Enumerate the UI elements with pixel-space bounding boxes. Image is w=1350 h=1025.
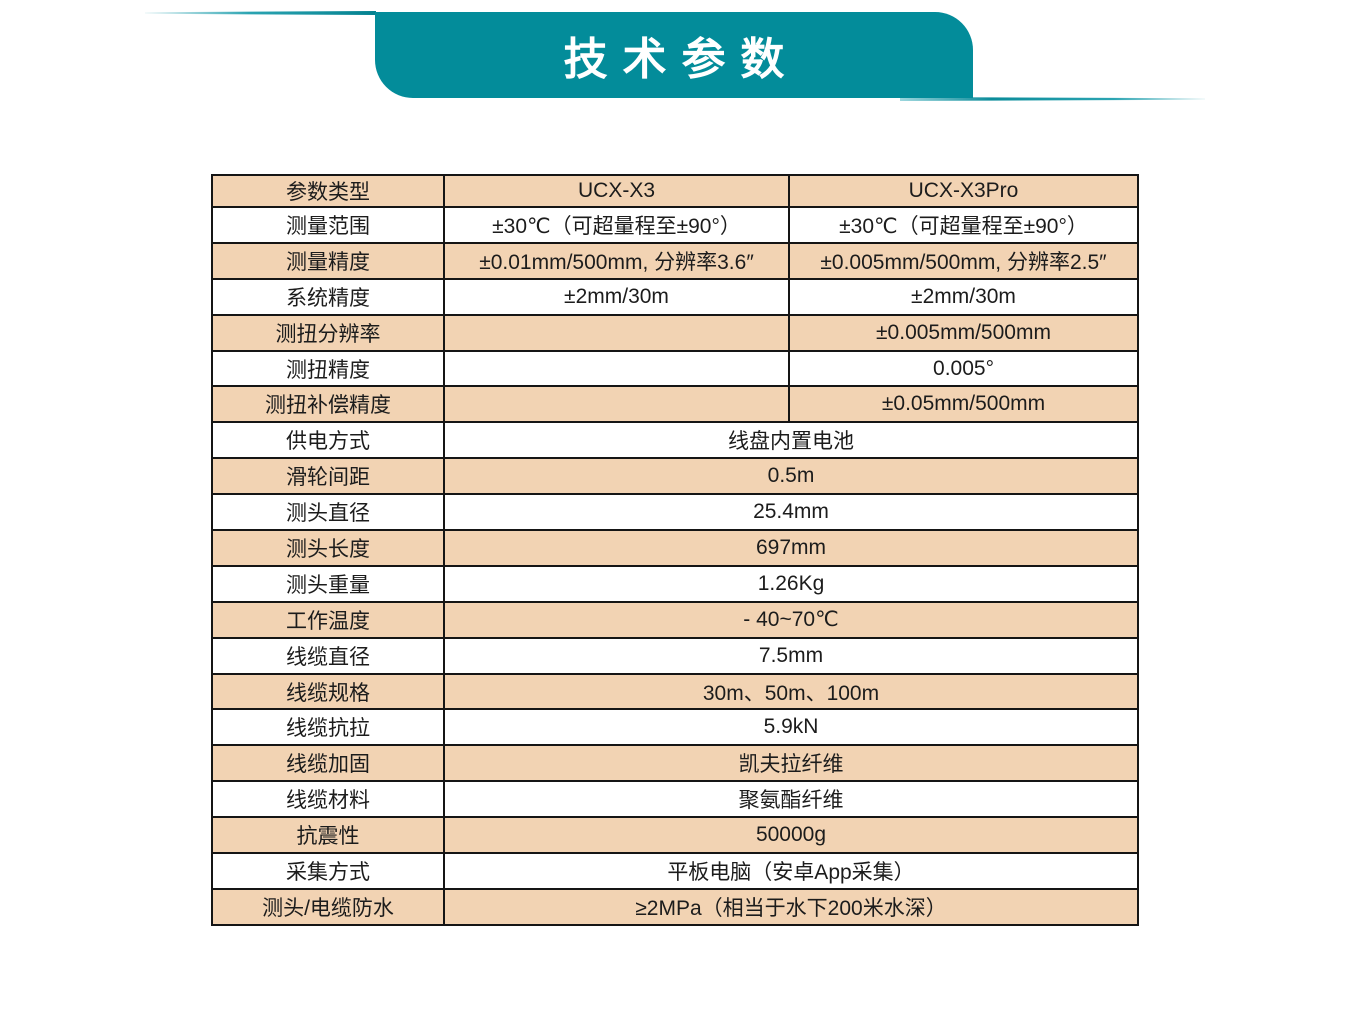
table-row: 测头/电缆防水 ≥2MPa（相当于水下200米水深）: [211, 887, 1139, 927]
row-label: 测量范围: [211, 206, 445, 244]
table-row: 线缆加固 凯夫拉纤维: [211, 744, 1139, 783]
table-row: 测扭精度 0.005°: [211, 349, 1139, 388]
page-title: 技术参数: [563, 35, 800, 84]
row-label: 线缆抗拉: [211, 708, 445, 747]
row-value: ±30℃（可超量程至±90°）: [788, 206, 1139, 244]
row-label: 线缆材料: [211, 780, 445, 819]
decorative-line-bottom-right: [900, 97, 1205, 101]
row-label: 测扭补偿精度: [211, 385, 445, 424]
row-value: 50000g: [443, 816, 1139, 855]
column-header: UCX-X3Pro: [788, 174, 1139, 208]
table-row: 线缆直径 7.5mm: [211, 636, 1139, 675]
row-value: 5.9kN: [443, 708, 1139, 747]
row-label: 采集方式: [211, 852, 445, 890]
row-label: 线缆规格: [211, 672, 445, 711]
row-value: 25.4mm: [443, 493, 1139, 532]
row-value: 30m、50m、100m: [443, 672, 1139, 711]
row-label: 工作温度: [211, 600, 445, 639]
row-value: [443, 349, 790, 388]
row-value: ±0.005mm/500mm: [788, 313, 1139, 352]
row-value: ±0.01mm/500mm, 分辨率3.6″: [443, 241, 790, 280]
row-value: 0.5m: [443, 457, 1139, 496]
row-label: 系统精度: [211, 277, 445, 316]
table-row: 测量范围 ±30℃（可超量程至±90°） ±30℃（可超量程至±90°）: [211, 206, 1139, 244]
row-value: 凯夫拉纤维: [443, 744, 1139, 783]
row-value: 聚氨酯纤维: [443, 780, 1139, 819]
table-row: 线缆抗拉 5.9kN: [211, 708, 1139, 747]
table-row: 测扭分辨率 ±0.005mm/500mm: [211, 313, 1139, 352]
row-label: 测量精度: [211, 241, 445, 280]
column-header: 参数类型: [211, 174, 445, 208]
row-label: 测扭精度: [211, 349, 445, 388]
table-row: 线缆材料 聚氨酯纤维: [211, 780, 1139, 819]
row-value: [443, 385, 790, 424]
row-label: 供电方式: [211, 421, 445, 460]
row-value: 7.5mm: [443, 636, 1139, 675]
table-row: 供电方式 线盘内置电池: [211, 421, 1139, 460]
header-row: 参数类型 UCX-X3 UCX-X3Pro: [211, 174, 1139, 208]
column-header: UCX-X3: [443, 174, 790, 208]
row-label: 测扭分辨率: [211, 313, 445, 352]
spec-table-head: 参数类型 UCX-X3 UCX-X3Pro: [211, 174, 1139, 208]
row-value: 平板电脑（安卓App采集）: [443, 852, 1139, 890]
row-label: 测头长度: [211, 529, 445, 567]
table-row: 测头重量 1.26Kg: [211, 564, 1139, 603]
table-row: 滑轮间距 0.5m: [211, 457, 1139, 496]
row-value: ±0.05mm/500mm: [788, 385, 1139, 424]
row-value: [443, 313, 790, 352]
row-value: ≥2MPa（相当于水下200米水深）: [443, 887, 1139, 927]
row-value: 0.005°: [788, 349, 1139, 388]
spec-table: 参数类型 UCX-X3 UCX-X3Pro 测量范围 ±30℃（可超量程至±90°） ±…: [211, 174, 1139, 927]
table-row: 测头直径 25.4mm: [211, 493, 1139, 532]
table-row: 抗震性 50000g: [211, 816, 1139, 855]
table-row: 采集方式 平板电脑（安卓App采集）: [211, 852, 1139, 890]
title-banner: 技术参数: [375, 12, 973, 98]
row-value: ±2mm/30m: [443, 277, 790, 316]
row-value: 697mm: [443, 529, 1139, 567]
table-row: 系统精度 ±2mm/30m ±2mm/30m: [211, 277, 1139, 316]
row-value: ±2mm/30m: [788, 277, 1139, 316]
table-row: 工作温度 - 40~70℃: [211, 600, 1139, 639]
row-value: 线盘内置电池: [443, 421, 1139, 460]
row-value: - 40~70℃: [443, 600, 1139, 639]
row-value: ±30℃（可超量程至±90°）: [443, 206, 790, 244]
row-label: 抗震性: [211, 816, 445, 855]
row-label: 测头重量: [211, 564, 445, 603]
table-row: 测量精度 ±0.01mm/500mm, 分辨率3.6″ ±0.005mm/500mm…: [211, 241, 1139, 280]
row-label: 线缆加固: [211, 744, 445, 783]
row-label: 测头/电缆防水: [211, 887, 445, 927]
spec-table-body: 测量范围 ±30℃（可超量程至±90°） ±30℃（可超量程至±90°） 测量精度 ±0…: [211, 206, 1139, 927]
row-label: 测头直径: [211, 493, 445, 532]
row-label: 线缆直径: [211, 636, 445, 675]
row-value: ±0.005mm/500mm, 分辨率2.5″: [788, 241, 1139, 280]
decorative-line-top-left: [145, 11, 376, 15]
row-label: 滑轮间距: [211, 457, 445, 496]
table-row: 线缆规格 30m、50m、100m: [211, 672, 1139, 711]
row-value: 1.26Kg: [443, 564, 1139, 603]
table-row: 测扭补偿精度 ±0.05mm/500mm: [211, 385, 1139, 424]
table-row: 测头长度 697mm: [211, 529, 1139, 567]
